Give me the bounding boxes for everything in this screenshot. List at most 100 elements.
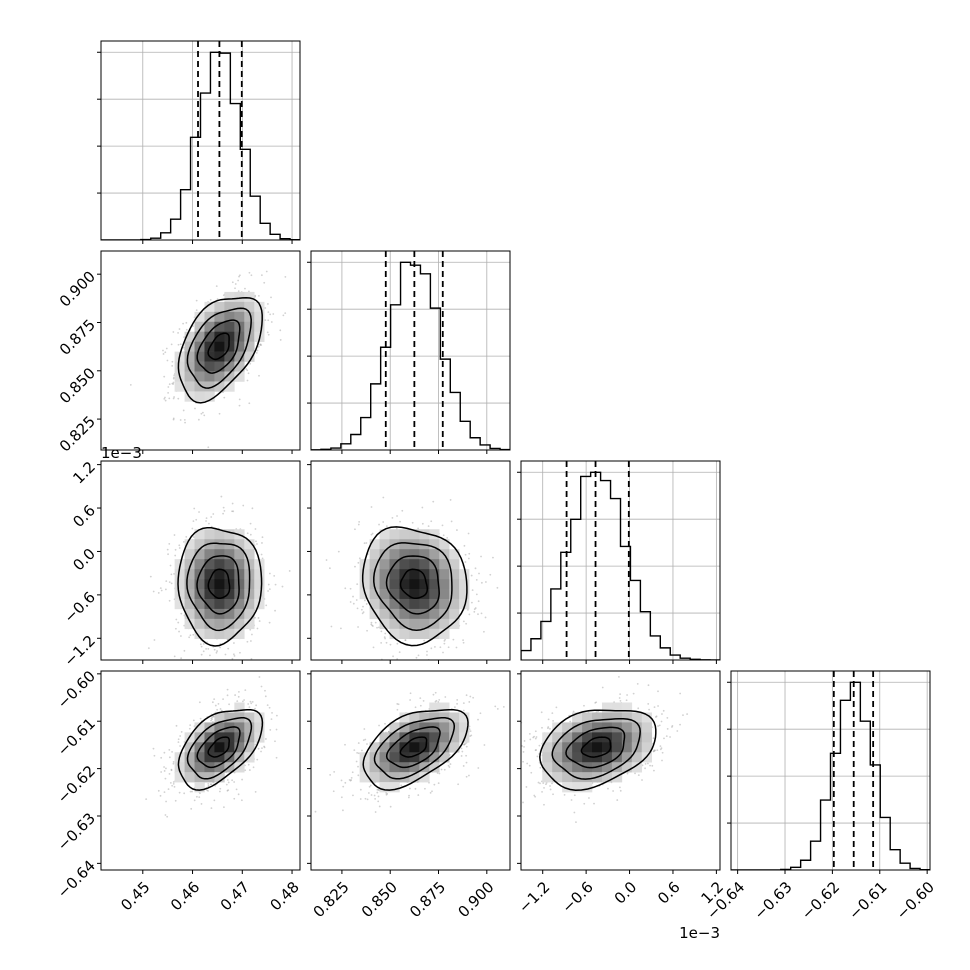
density-cell — [419, 569, 430, 580]
density-cell — [194, 361, 205, 372]
density-cell — [204, 331, 215, 342]
density-cell — [194, 351, 205, 362]
density-cell — [184, 579, 195, 590]
density-cell — [439, 569, 450, 580]
density-cell — [429, 618, 440, 630]
density-cell — [572, 762, 583, 773]
density-cell — [214, 381, 225, 392]
density-cell — [214, 331, 225, 342]
density-cell — [214, 371, 225, 382]
contour-3 — [539, 709, 657, 791]
density-cell — [409, 598, 420, 610]
density-cell — [429, 702, 440, 713]
x-tick-label: −0.60 — [893, 878, 938, 923]
density-cell — [641, 732, 653, 743]
density-cell — [379, 752, 390, 763]
density-cell — [601, 762, 613, 773]
density-cell — [399, 539, 410, 550]
density-cell — [572, 742, 583, 753]
density-cell — [234, 549, 245, 560]
x-tick-label: −0.62 — [798, 878, 843, 923]
contour-2 — [551, 717, 641, 780]
density-cell — [429, 598, 440, 610]
contour-0 — [580, 736, 612, 758]
density-cell — [399, 752, 410, 763]
contour-3 — [177, 526, 263, 647]
density-cell — [194, 381, 205, 392]
density-cell — [439, 722, 450, 733]
density-cell — [459, 712, 470, 723]
contour-0 — [207, 568, 231, 600]
density-cell — [542, 742, 553, 753]
density-cell — [204, 301, 215, 313]
density-cell — [184, 772, 195, 783]
density-cell — [601, 742, 613, 753]
contour-2 — [186, 717, 253, 780]
y-tick-label: 0.6 — [69, 501, 99, 531]
density-cell — [389, 569, 400, 580]
panel-3-0 — [97, 670, 301, 874]
density-cell — [379, 782, 390, 793]
density-cell — [389, 772, 400, 783]
density-cell — [369, 608, 380, 620]
density-cell — [379, 742, 390, 753]
density-cell — [194, 559, 205, 570]
density-cell — [204, 628, 215, 640]
contour-3 — [361, 526, 468, 647]
panel-2-1 — [307, 460, 511, 664]
contour-3 — [177, 296, 263, 404]
y-tick-label: −0.6 — [61, 588, 99, 626]
density-cell — [254, 321, 265, 333]
density-cell — [244, 549, 255, 560]
density-cell — [429, 712, 440, 723]
density-cell — [399, 579, 410, 590]
y-tick-label: 0.0 — [69, 545, 99, 575]
density-cell — [389, 752, 400, 763]
density-cell — [184, 539, 195, 550]
contour-0 — [399, 736, 428, 758]
density-cell — [419, 529, 430, 540]
density-cell — [601, 712, 613, 723]
density-cell — [399, 628, 410, 640]
contour-2 — [186, 542, 251, 632]
density-cell — [224, 608, 235, 620]
density-cell — [409, 742, 420, 753]
density-cell — [184, 752, 195, 763]
density-cell — [542, 772, 553, 783]
density-cell — [379, 549, 390, 560]
density-cell — [369, 742, 380, 753]
panel-3-2 — [517, 670, 721, 874]
density-cell — [379, 608, 390, 620]
density-cell — [631, 752, 643, 763]
x-tick-label: 0.6 — [654, 878, 684, 908]
density-cell — [399, 598, 410, 610]
density-cell — [439, 742, 450, 753]
density-cell — [184, 742, 195, 753]
density-cell — [369, 772, 380, 783]
density-cell — [409, 588, 420, 600]
density-cell — [174, 772, 185, 783]
density-cell — [409, 579, 420, 590]
contour-1 — [196, 555, 240, 615]
density-cell — [582, 772, 593, 783]
density-cell — [449, 588, 460, 600]
density-cell — [419, 742, 430, 753]
density-cell — [234, 598, 245, 610]
density-cell — [582, 782, 593, 793]
density-cell — [409, 618, 420, 630]
density-cell — [611, 702, 623, 713]
panel-3-1 — [307, 670, 511, 874]
density-cell — [582, 722, 593, 733]
panel-frame — [520, 460, 721, 661]
y-tick-label: −0.63 — [54, 809, 99, 854]
density-cell — [214, 559, 225, 570]
x-tick-label: 0.46 — [167, 878, 203, 914]
density-cell — [379, 732, 390, 743]
density-cell — [224, 569, 235, 580]
density-cell — [194, 311, 205, 323]
density-cell — [621, 742, 633, 753]
density-cell — [194, 331, 205, 342]
density-cell — [389, 598, 400, 610]
x-tick-label: 0.825 — [310, 878, 353, 921]
density-cell — [244, 321, 255, 333]
